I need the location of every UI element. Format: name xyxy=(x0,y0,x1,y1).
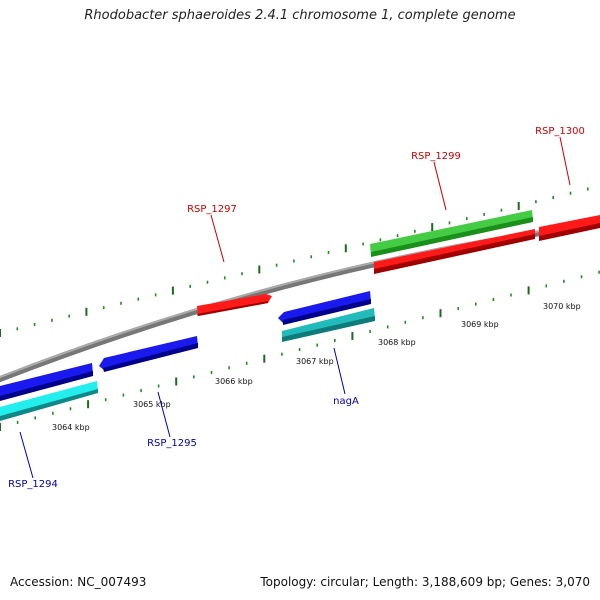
gene-feature-rsp-1296-shadow xyxy=(282,316,375,342)
scale-label: 3064 kbp xyxy=(52,423,90,432)
gene-feature-rsp-1294b-shadow xyxy=(0,389,98,421)
gene-label-rsp-1299[interactable]: RSP_1299 xyxy=(411,151,461,162)
lower-tick-track xyxy=(0,270,600,431)
callout-rsp-1297 xyxy=(210,214,225,263)
gene-label-rsp-1295[interactable]: RSP_1295 xyxy=(147,438,197,449)
callout-rsp-1299 xyxy=(433,161,447,211)
scale-labels: 3064 kbp 3065 kbp 3066 kbp 3067 kbp 3068 kbp… xyxy=(52,302,581,432)
gene-feature-naga-shadow xyxy=(283,299,371,325)
gene-feature-rsp-1298-shadow xyxy=(374,234,535,274)
callout-rsp-1295 xyxy=(157,391,171,438)
accession-text: Accession: NC_007493 xyxy=(10,575,147,589)
scale-label: 3067 kbp xyxy=(296,357,334,366)
gene-feature-rsp-1297[interactable] xyxy=(197,294,272,316)
callout-naga xyxy=(333,347,346,395)
gene-feature-rsp-1299-shadow xyxy=(371,217,533,257)
scale-label: 3065 kbp xyxy=(133,400,171,409)
gene-feature-rsp-1297-shadow xyxy=(197,301,268,316)
scale-label: 3066 kbp xyxy=(215,377,253,386)
upper-tick-track xyxy=(0,187,589,337)
gene-feature-rsp-1294-shadow xyxy=(0,371,93,401)
chromosome-backbone-highlight xyxy=(0,221,600,379)
gene-feature-rsp-1300-shadow xyxy=(539,223,600,241)
gene-feature-naga[interactable] xyxy=(278,291,371,323)
genome-summary-text: Topology: circular; Length: 3,188,609 bp… xyxy=(260,575,590,589)
gene-feature-rsp-1295[interactable] xyxy=(99,336,198,370)
callout-rsp-1300 xyxy=(559,136,571,186)
scale-label: 3070 kbp xyxy=(543,302,581,311)
gene-label-rsp-1300[interactable]: RSP_1300 xyxy=(535,126,585,137)
scale-label: 3068 kbp xyxy=(378,338,416,347)
callout-rsp-1294 xyxy=(19,431,34,479)
scale-label: 3069 kbp xyxy=(461,320,499,329)
gene-feature-rsp-1296[interactable] xyxy=(282,308,375,339)
gene-label-naga[interactable]: nagA xyxy=(333,396,359,407)
gene-label-rsp-1294[interactable]: RSP_1294 xyxy=(8,479,58,490)
gene-feature-rsp-1295-shadow xyxy=(103,343,198,372)
gene-label-rsp-1297[interactable]: RSP_1297 xyxy=(187,204,237,215)
map-title: Rhodobacter sphaeroides 2.4.1 chromosome… xyxy=(84,8,516,23)
